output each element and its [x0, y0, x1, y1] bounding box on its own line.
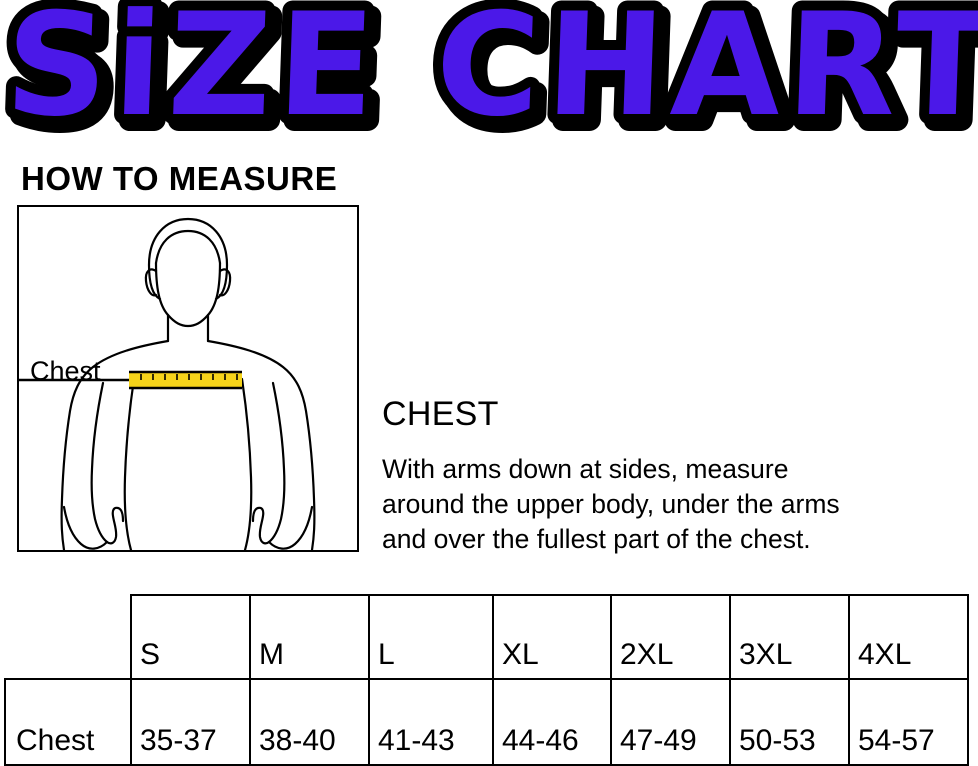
head-outline	[147, 217, 229, 301]
chest-description-line-2: around the upper body, under the arms	[382, 489, 840, 519]
column-header-s: S	[130, 594, 251, 680]
cell-chest-4xl: 54-57	[848, 678, 969, 766]
column-header-3xl: 3XL	[729, 594, 850, 680]
title-outline: SiZE CHART	[3, 0, 978, 146]
right-hand-thumb	[267, 505, 314, 550]
table-row: Chest 35-37 38-40 41-43 44-46 47-49 50-5…	[4, 678, 969, 766]
left-hand-thumb	[62, 505, 109, 550]
column-header-4xl: 4XL	[848, 594, 969, 680]
torso-right-seam	[240, 377, 253, 550]
cell-chest-2xl: 47-49	[610, 678, 731, 766]
row-header-chest: Chest	[4, 678, 132, 766]
title-shadow: SiZE CHART	[8, 0, 978, 146]
right-hand	[251, 506, 271, 545]
table-header-row: S M L XL 2XL 3XL 4XL	[5, 594, 969, 680]
title-graphic: SiZE CHART SiZE CHART SiZE CHART	[0, 0, 978, 146]
face-jaw	[154, 261, 222, 328]
body-left-outline	[60, 339, 170, 550]
right-ear	[218, 268, 232, 297]
column-header-l: L	[368, 594, 494, 680]
body-right-outline	[206, 339, 316, 550]
right-arm-inner	[267, 381, 286, 544]
cell-chest-3xl: 50-53	[729, 678, 850, 766]
chest-callout-label: Chest	[30, 356, 101, 386]
how-to-measure-heading: HOW TO MEASURE	[21, 160, 338, 197]
chest-description-body: With arms down at sides, measure around …	[382, 452, 978, 557]
chest-description-line-1: With arms down at sides, measure	[382, 454, 789, 484]
left-ear	[144, 268, 158, 297]
size-table-wrapper: S M L XL 2XL 3XL 4XL Chest 35-37 38-40 4…	[4, 594, 969, 766]
column-header-xl: XL	[492, 594, 612, 680]
page-title: SiZE CHART SiZE CHART SiZE CHART	[0, 0, 978, 146]
size-table: S M L XL 2XL 3XL 4XL Chest 35-37 38-40 4…	[4, 594, 969, 766]
cell-chest-l: 41-43	[368, 678, 494, 766]
cell-chest-xl: 44-46	[492, 678, 612, 766]
column-header-2xl: 2XL	[610, 594, 731, 680]
column-header-m: M	[249, 594, 370, 680]
table-corner-blank	[5, 595, 131, 679]
chest-description-line-3: and over the fullest part of the chest.	[382, 524, 811, 554]
cell-chest-s: 35-37	[130, 678, 251, 766]
cell-chest-m: 38-40	[249, 678, 370, 766]
left-arm-inner	[90, 381, 109, 544]
chest-measuring-tape	[129, 370, 242, 390]
left-hand	[105, 506, 125, 545]
hairline	[154, 229, 222, 265]
chest-description-heading: CHEST	[382, 395, 499, 433]
torso-left-seam	[123, 377, 136, 550]
male-torso-figure	[19, 217, 316, 550]
measurement-illustration-box	[17, 205, 359, 552]
title-text: SiZE CHART	[3, 0, 978, 146]
